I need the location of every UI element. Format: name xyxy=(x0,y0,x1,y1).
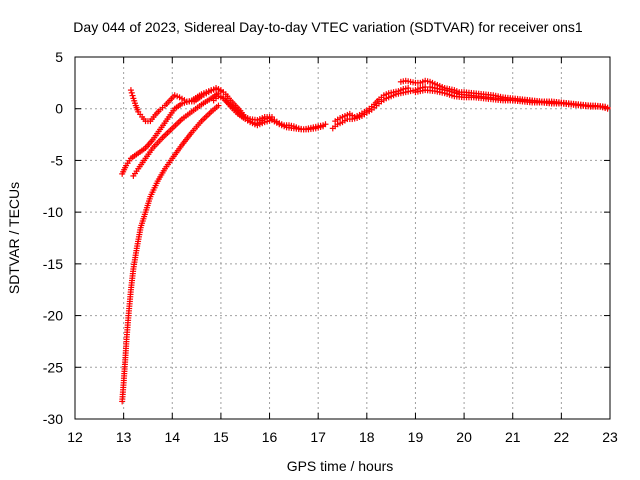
data-point xyxy=(405,85,412,92)
x-axis-label: GPS time / hours xyxy=(287,458,394,474)
data-point xyxy=(268,113,275,120)
y-tick-label: -5 xyxy=(51,152,64,168)
y-tick-label: -15 xyxy=(43,256,63,272)
y-tick-label: -25 xyxy=(43,359,63,375)
chart-title: Day 044 of 2023, Sidereal Day-to-day VTE… xyxy=(73,19,583,35)
data-point xyxy=(215,102,222,109)
y-tick-label: -20 xyxy=(43,308,63,324)
x-tick-label: 20 xyxy=(456,429,472,445)
y-tick-label: 0 xyxy=(55,101,63,117)
y-tick-label: -30 xyxy=(43,411,63,427)
x-tick-label: 16 xyxy=(262,429,278,445)
data-point xyxy=(320,123,327,130)
x-tick-label: 12 xyxy=(67,429,83,445)
x-tick-label: 15 xyxy=(213,429,229,445)
x-tick-label: 18 xyxy=(359,429,375,445)
y-axis-label: SDTVAR / TECUs xyxy=(6,182,22,294)
plot-frame xyxy=(74,56,611,420)
x-tick-label: 17 xyxy=(310,429,326,445)
data-point xyxy=(602,103,609,110)
data-point-dense xyxy=(129,92,136,99)
data-series xyxy=(119,77,611,405)
x-tick-label: 19 xyxy=(408,429,424,445)
grid-lines xyxy=(75,57,610,419)
x-tick-label: 13 xyxy=(116,429,132,445)
axis-ticks: 12 13 14 15 16 17 18 19 20 21 22 23 5 0 -5 -10 -15 -20 -25… xyxy=(43,49,618,445)
x-tick-label: 23 xyxy=(602,429,618,445)
y-tick-label: -10 xyxy=(43,204,63,220)
y-tick-label: 5 xyxy=(55,49,63,65)
x-tick-label: 21 xyxy=(505,429,521,445)
x-tick-label: 22 xyxy=(554,429,570,445)
data-point-dense xyxy=(128,89,135,96)
data-point xyxy=(127,87,134,94)
x-tick-label: 14 xyxy=(164,429,180,445)
